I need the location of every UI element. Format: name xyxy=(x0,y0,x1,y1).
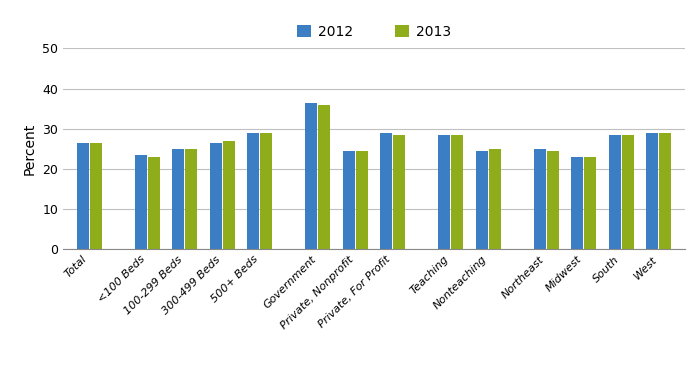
Bar xyxy=(173,149,185,249)
Bar xyxy=(89,143,101,249)
Bar xyxy=(476,151,488,249)
Bar xyxy=(247,133,259,249)
Bar xyxy=(147,157,159,249)
Bar xyxy=(222,141,235,249)
Bar xyxy=(318,105,330,249)
Bar xyxy=(343,151,355,249)
Bar xyxy=(547,151,559,249)
Bar xyxy=(210,143,222,249)
Bar xyxy=(647,133,658,249)
Bar xyxy=(393,135,405,249)
Bar xyxy=(260,133,272,249)
Legend: 2012, 2013: 2012, 2013 xyxy=(291,19,456,44)
Bar xyxy=(609,135,621,249)
Bar xyxy=(380,133,392,249)
Bar xyxy=(185,149,197,249)
Bar xyxy=(659,133,671,249)
Bar xyxy=(572,157,584,249)
Bar xyxy=(135,155,147,249)
Bar xyxy=(584,157,596,249)
Bar xyxy=(451,135,463,249)
Bar xyxy=(356,151,368,249)
Bar xyxy=(621,135,634,249)
Bar xyxy=(305,103,317,249)
Bar xyxy=(438,135,450,249)
Bar xyxy=(534,149,546,249)
Bar xyxy=(489,149,500,249)
Y-axis label: Percent: Percent xyxy=(22,123,36,175)
Bar xyxy=(77,143,89,249)
